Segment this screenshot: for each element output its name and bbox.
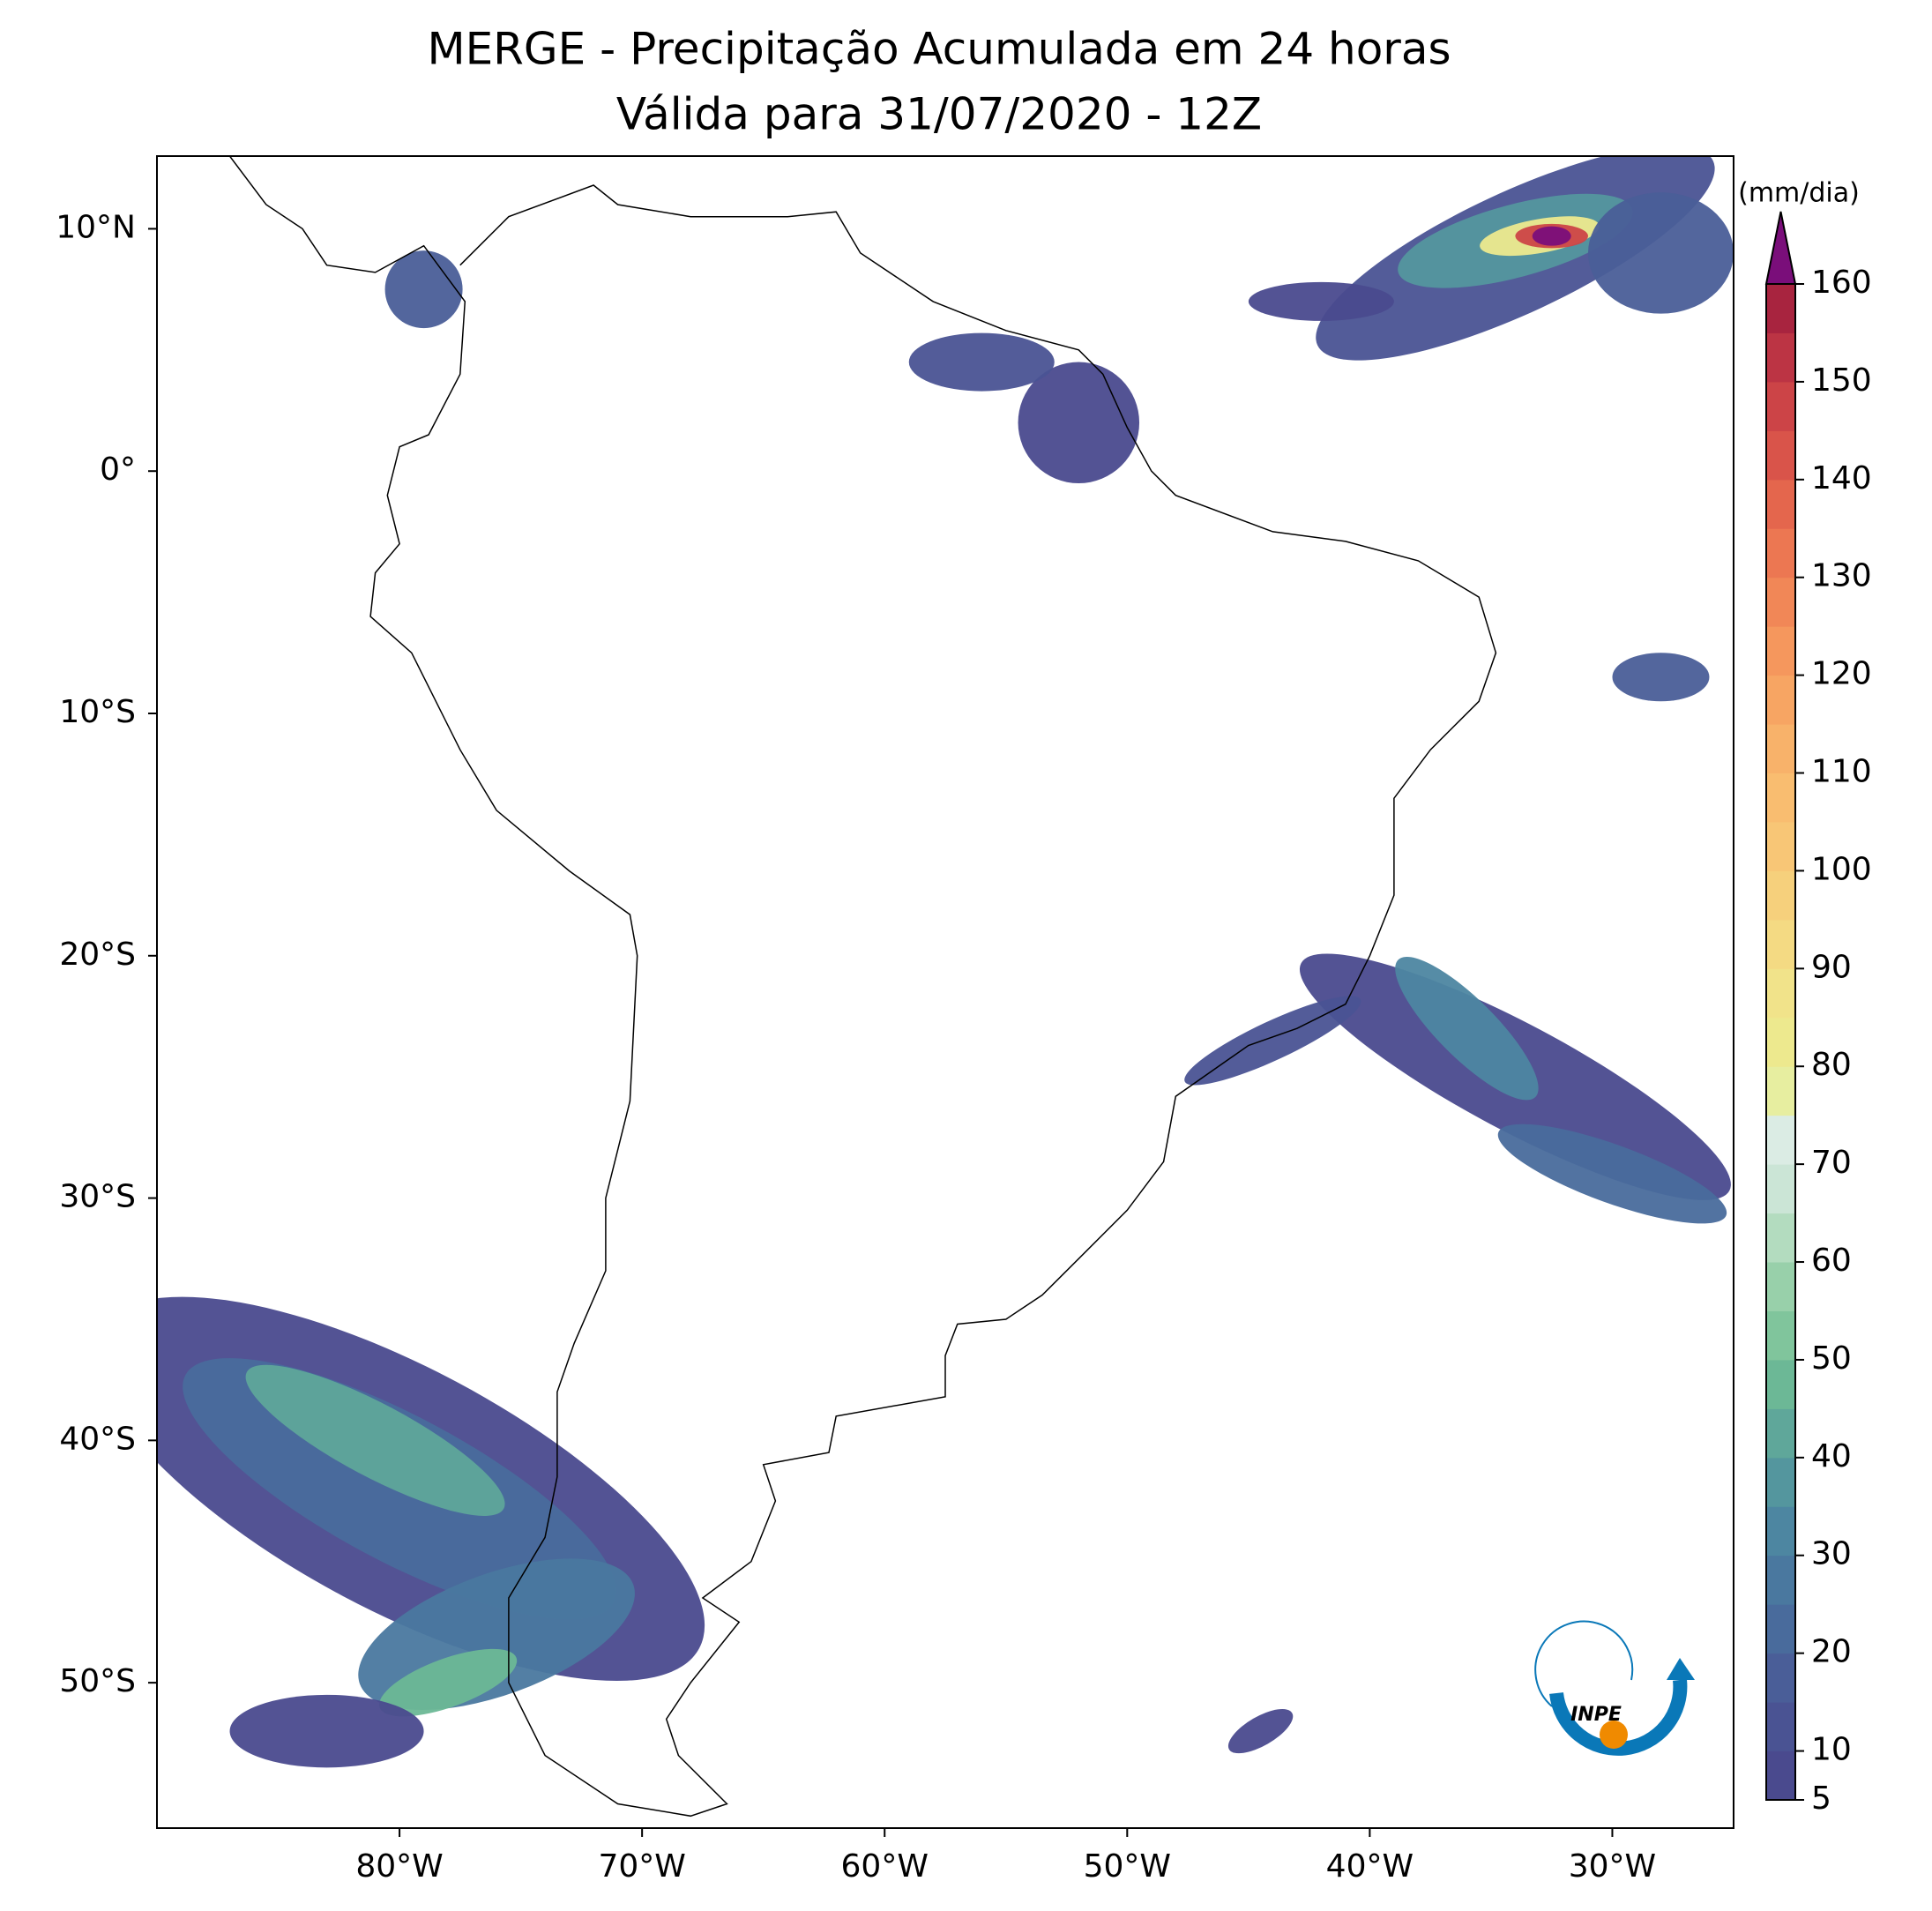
colorbar-extend [1764,211,1797,285]
colorbar-tick-label: 30 [1811,1536,1852,1572]
colorbar-band [1766,821,1795,871]
colorbar-label: (mm/dia) [1738,178,1860,209]
colorbar-band [1766,381,1795,431]
colorbar-band [1766,675,1795,725]
colorbar-tick-label: 40 [1811,1438,1852,1474]
colorbar-tick-label: 90 [1811,949,1852,985]
y-tick-label: 10°S [59,694,136,730]
precip-area [1587,192,1734,314]
y-tick-label: 0° [100,452,136,488]
precip-area [1248,281,1394,321]
colorbar-tick-label: 100 [1811,851,1872,887]
colorbar-band [1766,1066,1795,1116]
colorbar-band [1766,1164,1795,1214]
colorbar-tick-label: 120 [1811,656,1872,692]
colorbar-band [1766,1310,1795,1361]
colorbar-band [1766,528,1795,579]
logo-text: INPE [1570,1704,1622,1726]
colorbar-tick-label: 110 [1811,754,1872,790]
colorbar-band [1766,1751,1795,1801]
y-tick-label: 10°N [56,209,136,245]
colorbar-tick-label: 50 [1811,1340,1852,1377]
logo-arc [1549,1679,1688,1756]
colorbar-band [1766,1213,1795,1263]
colorbar-tick-label: 130 [1811,558,1872,594]
x-tick-label: 50°W [1084,1848,1171,1885]
x-tick-label: 70°W [598,1848,685,1885]
colorbar-band [1766,1702,1795,1752]
x-tick-label: 40°W [1326,1848,1414,1885]
y-tick-label: 50°S [59,1663,136,1699]
colorbar-tick-label: 20 [1811,1634,1852,1670]
colorbar-tick-label: 160 [1811,265,1872,301]
map-frame [156,155,1734,1829]
precip-area [1497,1123,1727,1224]
x-tick-label: 30°W [1569,1848,1656,1885]
precip-area [1532,226,1571,246]
precip-area [1227,1708,1294,1754]
coastline [228,156,1497,1818]
y-tick-label: 20°S [59,937,136,973]
precip-area [1018,362,1140,484]
x-tick-label: 60°W [841,1848,929,1885]
colorbar-band [1766,968,1795,1019]
colorbar-band [1766,1262,1795,1311]
logo-orbit [1534,1620,1634,1707]
colorbar-band [1766,430,1795,481]
precip-area [378,1648,518,1717]
precip-area [1612,653,1710,702]
colorbar-band [1766,1604,1795,1654]
y-tick-label: 30°S [59,1179,136,1215]
colorbar-band [1766,1555,1795,1605]
colorbar-tick-label: 140 [1811,460,1872,496]
title-line: Válida para 31/07/2020 - 12Z [616,89,1262,140]
colorbar-band [1766,919,1795,969]
precip-area [1184,996,1361,1086]
map-area [157,156,1734,1818]
colorbar-band [1766,724,1795,774]
colorbar-frame [1765,284,1796,1801]
colorbar-tick-label: 60 [1811,1243,1852,1279]
colorbar-band [1766,1115,1795,1165]
colorbar-band [1766,1457,1795,1507]
colorbar-tick-label: 10 [1811,1732,1852,1768]
precip-area [908,332,1055,392]
colorbar-band [1766,1359,1795,1409]
colorbar-band [1766,479,1795,529]
colorbar-tick-label: 80 [1811,1047,1852,1083]
inpe-logo: INPE [1534,1620,1695,1756]
colorbar-band [1766,577,1795,627]
colorbar-band [1766,626,1795,676]
colorbar-band [1766,1506,1795,1556]
colorbar-tick-label: 150 [1811,362,1872,399]
colorbar-band [1766,332,1795,383]
colorbar-tick-label: 70 [1811,1145,1852,1181]
precip-area [1395,957,1539,1101]
precip-area [384,250,463,329]
colorbar-tick-label: 5 [1811,1780,1831,1817]
y-tick-label: 40°S [59,1421,136,1457]
logo-arrow [1667,1658,1695,1680]
logo-dot [1600,1721,1628,1749]
x-tick-label: 80°W [355,1848,443,1885]
precip-area [229,1694,424,1768]
colorbar-band [1766,1408,1795,1459]
title-line: MERGE - Precipitação Acumulada em 24 hor… [427,24,1451,75]
colorbar-band [1766,870,1795,921]
colorbar-band [1766,284,1795,333]
colorbar-band [1766,1017,1795,1067]
colorbar-band [1766,773,1795,823]
colorbar-band [1766,1653,1795,1703]
precip-area [245,1364,505,1516]
